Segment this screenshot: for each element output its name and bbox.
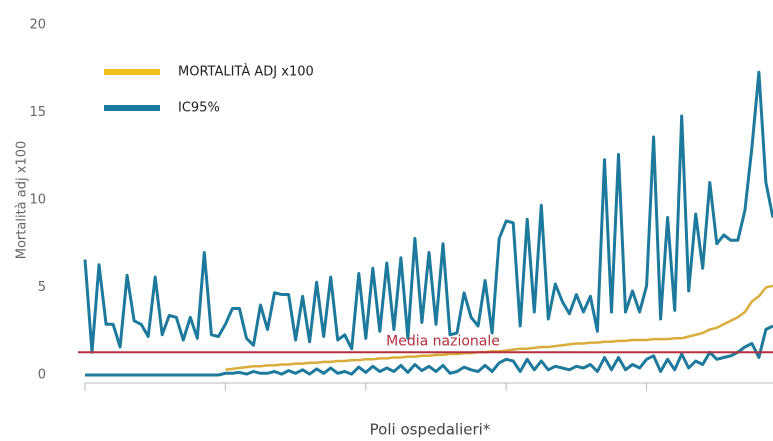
- y-tick-label: 10: [29, 193, 46, 208]
- y-tick-label: 5: [38, 280, 46, 295]
- y-tick-label: 0: [38, 368, 46, 383]
- x-axis-label: Poli ospedalieri*: [370, 421, 491, 439]
- legend-label: MORTALITÀ ADJ x100: [178, 64, 314, 80]
- reference-label: Media nazionale: [386, 333, 500, 349]
- legend-label: IC95%: [178, 101, 220, 116]
- y-axis-label: Mortalità adj x100: [15, 141, 30, 259]
- series-line: [85, 324, 773, 377]
- y-tick-label: 20: [29, 18, 46, 33]
- series-line: [83, 70, 773, 354]
- y-tick-label: 15: [29, 105, 46, 120]
